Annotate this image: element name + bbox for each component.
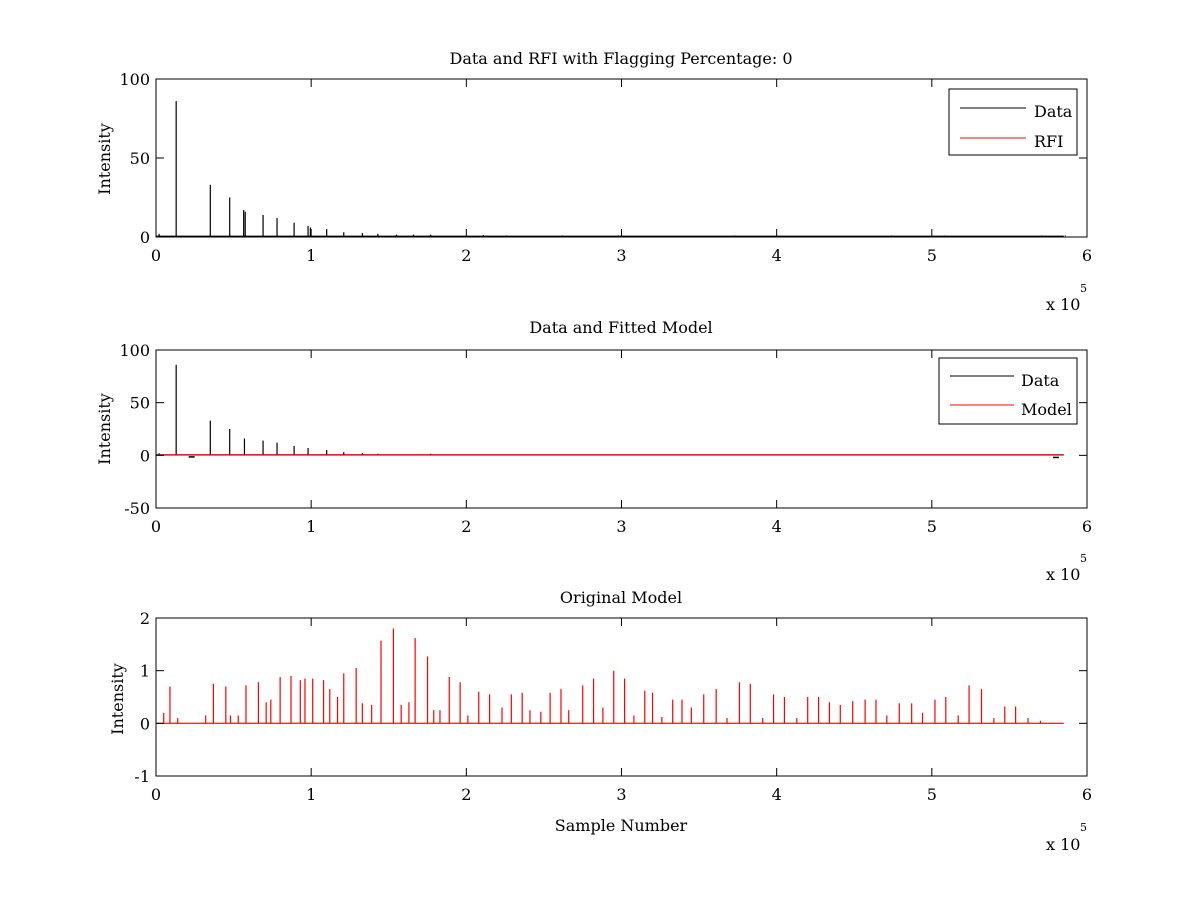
x-tick-label: 2 (461, 246, 471, 265)
panel-2: Data and Fitted Model Intensity 0 1 2 3 4 5 6 -… (95, 318, 1092, 584)
panel-2-frame (155, 349, 1088, 509)
x-tick-label: 2 (461, 785, 471, 804)
x-tick-label: 0 (151, 517, 161, 536)
x-tick-label: 0 (151, 246, 161, 265)
y-tick-label: 1 (140, 662, 150, 681)
legend-data-label: Data (1034, 102, 1073, 121)
panel-2-title: Data and Fitted Model (529, 318, 712, 337)
x-tick-label: 5 (927, 246, 937, 265)
panel-2-ylabel: Intensity (95, 393, 114, 465)
x-tick-label: 3 (616, 246, 626, 265)
panel-1-title: Data and RFI with Flagging Percentage: 0 (449, 49, 792, 68)
panel-3-plot-area (156, 618, 1087, 776)
x-tick-label: 5 (927, 517, 937, 536)
panel-2-x-multiplier-exponent: 5 (1080, 552, 1087, 565)
y-tick-label: 100 (119, 70, 150, 89)
panel-3-x-multiplier: x 10 (1046, 835, 1080, 854)
panel-2-legend: Data Model (938, 357, 1078, 425)
x-tick-label: 5 (927, 785, 937, 804)
legend-data-label-2: Data (1021, 371, 1060, 390)
panel-2-plot-area (156, 350, 1087, 508)
legend-model-label: Model (1021, 400, 1072, 419)
panel-2-marks (156, 364, 1064, 459)
panel-1: Data and RFI with Flagging Percentage: 0… (95, 49, 1092, 314)
x-tick-label: 1 (306, 246, 316, 265)
y-tick-label: 2 (140, 609, 150, 628)
panel-1-x-multiplier: x 10 (1046, 295, 1080, 314)
y-tick-label: 100 (119, 341, 150, 360)
panel-3: Original Model Intensity Sample Number 0… (108, 588, 1092, 854)
panel-1-ylabel: Intensity (95, 123, 114, 195)
y-tick-label: 0 (140, 714, 150, 733)
panel-2-legend-box (938, 357, 1078, 425)
panel-3-frame (155, 617, 1088, 777)
panel-3-xlabel: Sample Number (555, 816, 688, 835)
x-tick-label: 3 (616, 785, 626, 804)
panel-2-x-multiplier: x 10 (1046, 565, 1080, 584)
x-tick-label: 0 (151, 785, 161, 804)
y-tick-label: -50 (124, 499, 150, 518)
legend-rfi-label: RFI (1034, 132, 1063, 151)
x-tick-label: 4 (772, 785, 782, 804)
x-tick-label: 6 (1082, 785, 1092, 804)
panel-1-legend-box (948, 88, 1078, 156)
panel-3-x-multiplier-exponent: 5 (1080, 821, 1087, 834)
x-tick-label: 3 (616, 517, 626, 536)
panel-3-title: Original Model (560, 588, 682, 607)
x-tick-label: 1 (306, 517, 316, 536)
panel-1-frame (155, 78, 1088, 238)
y-tick-label: 50 (130, 149, 150, 168)
y-tick-label: 50 (130, 394, 150, 413)
panel-3-marks (156, 628, 1064, 724)
y-tick-label: 0 (140, 228, 150, 247)
x-tick-label: 6 (1082, 517, 1092, 536)
x-tick-label: 4 (772, 517, 782, 536)
panel-1-marks (156, 101, 1066, 237)
y-tick-label: 0 (140, 446, 150, 465)
x-tick-label: 4 (772, 246, 782, 265)
panel-3-ylabel: Intensity (108, 663, 127, 735)
panel-1-plot-area (156, 79, 1087, 237)
x-tick-label: 6 (1082, 246, 1092, 265)
panel-1-legend: Data RFI (948, 88, 1078, 156)
y-tick-label: -1 (134, 767, 150, 786)
x-tick-label: 1 (306, 785, 316, 804)
x-tick-label: 2 (461, 517, 471, 536)
panel-1-x-multiplier-exponent: 5 (1080, 282, 1087, 295)
